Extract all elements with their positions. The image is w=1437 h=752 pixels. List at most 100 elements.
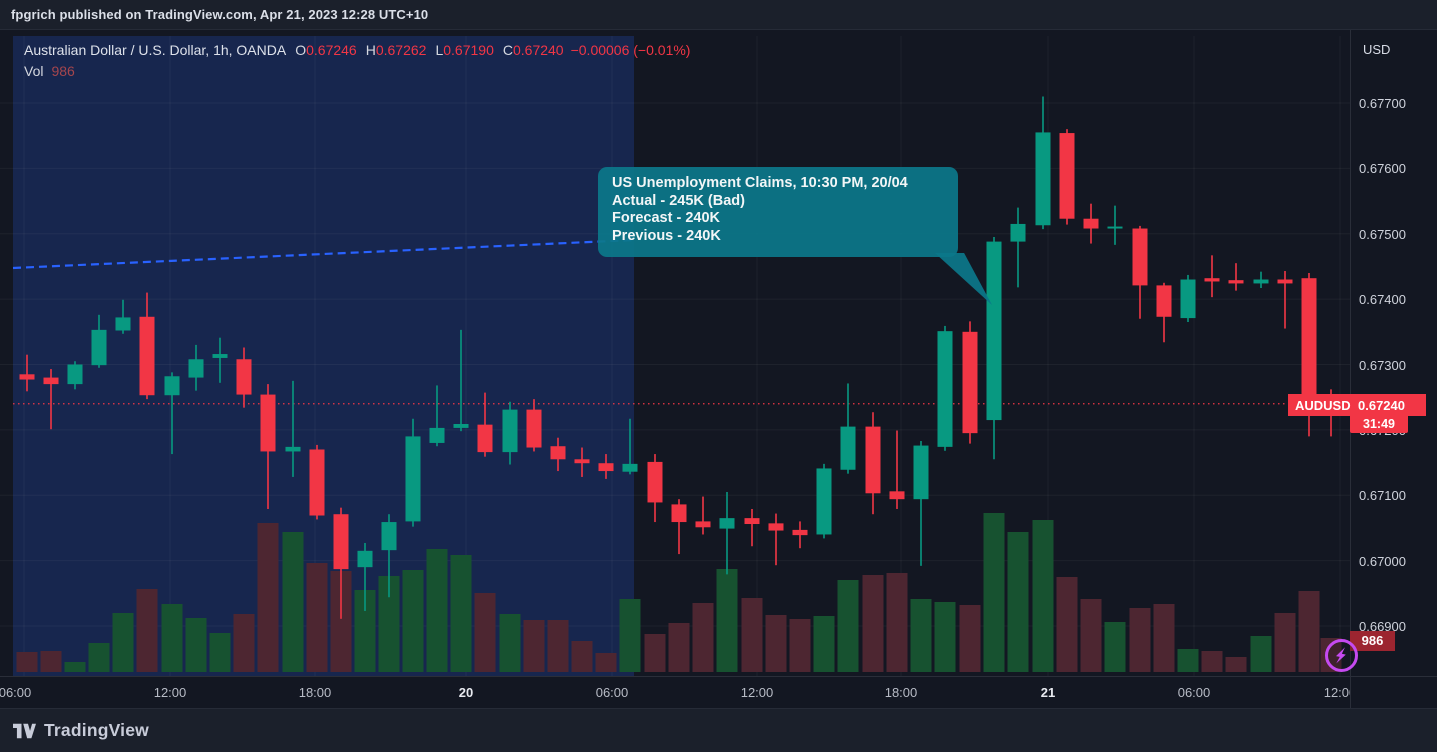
volume-bar (354, 590, 376, 672)
volume-bar (813, 616, 835, 672)
candle-body (1301, 278, 1317, 412)
candle-body (381, 522, 397, 551)
candle-body (744, 518, 760, 525)
candle-body (1228, 280, 1244, 284)
candle-body (962, 331, 978, 434)
candle-body (357, 550, 373, 568)
volume-bar (668, 623, 690, 672)
candle-body (212, 354, 228, 358)
time-tick-label: 18:00 (298, 685, 332, 700)
volume-bar (886, 573, 908, 672)
time-tick-label: 12:00 (740, 685, 774, 700)
close-value: 0.67240 (512, 42, 564, 58)
volume-bar (523, 620, 545, 672)
volume-bar (692, 603, 714, 672)
volume-bar (716, 569, 738, 672)
volume-bar (983, 513, 1005, 672)
candle-body (937, 331, 953, 447)
volume-bar (644, 634, 666, 672)
candle-body (719, 518, 735, 529)
candle-body (309, 449, 325, 516)
boost-button[interactable] (1325, 639, 1358, 672)
symbol-legend[interactable]: Australian Dollar / U.S. Dollar, 1h, OAN… (24, 42, 690, 58)
candle-body (1253, 279, 1269, 284)
volume-bar (450, 555, 472, 672)
last-price-tag: AUDUSD 0.67240 (1288, 394, 1426, 416)
volume-bar (547, 620, 569, 672)
event-actual: Actual - 245K (Bad) (612, 192, 745, 209)
volume-bar (1104, 622, 1126, 672)
volume-bar (1080, 599, 1102, 672)
time-tick-label: 12:00 (153, 685, 187, 700)
candle-body (550, 446, 566, 460)
volume-axis-tag: 986 (1350, 631, 1395, 651)
countdown-value: 31:49 (1363, 417, 1395, 431)
time-axis[interactable]: 06:00 12:00 18:00 20 06:00 12:00 18:00 21 06:00 1… (0, 676, 1350, 708)
volume-bar (1298, 591, 1320, 672)
volume-bar (257, 523, 279, 672)
volume-bar (233, 614, 255, 672)
time-tick-label: 21 (1040, 685, 1056, 700)
volume-bar (1056, 577, 1078, 672)
volume-bar (185, 618, 207, 672)
time-tick-label: 06:00 (595, 685, 629, 700)
low-value: 0.67190 (443, 42, 494, 58)
volume-bar (306, 563, 328, 672)
brand-name: TradingView (44, 720, 149, 740)
candle-body (1204, 278, 1220, 282)
candle-body (1132, 228, 1148, 286)
volume-bar (1274, 613, 1296, 672)
volume-bar (64, 662, 86, 672)
volume-bar (959, 605, 981, 672)
symbol-title: Australian Dollar / U.S. Dollar, 1h, OAN… (24, 42, 287, 58)
candle-body (139, 316, 155, 396)
price-tick-label: 0.66900 (1359, 619, 1406, 634)
price-tick-label: 0.67300 (1359, 357, 1406, 373)
bar-countdown-tag: 31:49 (1350, 416, 1408, 433)
candle-body (333, 514, 349, 570)
candle-body (598, 463, 614, 472)
tradingview-logo[interactable]: TradingView (13, 720, 149, 741)
candle-body (1180, 279, 1196, 319)
event-tooltip: US Unemployment Claims, 10:30 PM, 20/04 … (598, 167, 958, 257)
candle-body (1156, 285, 1172, 317)
candle-body (1010, 223, 1026, 242)
event-previous: Previous - 240K (612, 227, 721, 244)
volume-bar (619, 599, 641, 672)
candle-body (115, 317, 131, 331)
volume-legend[interactable]: Vol 986 (24, 63, 75, 79)
volume-bar (1007, 532, 1029, 672)
candle-body (1059, 133, 1075, 219)
price-tick-label: 0.67700 (1359, 96, 1406, 111)
candle-body (671, 504, 687, 523)
volume-bar (789, 619, 811, 672)
candle-body (695, 521, 711, 528)
chart-canvas[interactable] (0, 30, 1352, 676)
volume-bar (474, 593, 496, 672)
volume-bar (40, 651, 62, 672)
time-tick-label: 06:00 (1177, 685, 1211, 700)
volume-label: Vol (24, 63, 44, 79)
volume-bar (1250, 636, 1272, 672)
volume-bar (741, 598, 763, 672)
price-axis[interactable]: USD 0.67700 0.67600 0.67500 0.67400 0.67300 0… (1350, 30, 1437, 708)
volume-bar (402, 570, 424, 672)
high-label: H (365, 42, 376, 58)
volume-bar (571, 641, 593, 672)
price-tag-symbol: AUDUSD (1295, 398, 1351, 413)
volume-bar (16, 652, 38, 672)
candle-body (1277, 279, 1293, 284)
volume-bar (765, 615, 787, 672)
candle-body (429, 427, 445, 443)
event-forecast: Forecast - 240K (612, 210, 720, 226)
candle-body (816, 468, 832, 535)
volume-bar (330, 571, 352, 672)
volume-bar (862, 575, 884, 672)
volume-bar (1201, 651, 1223, 672)
volume-bar (136, 589, 158, 672)
high-value: 0.67262 (375, 42, 427, 58)
lightning-icon (1336, 647, 1346, 664)
volume-bar (595, 653, 617, 672)
candle-body (43, 377, 59, 385)
